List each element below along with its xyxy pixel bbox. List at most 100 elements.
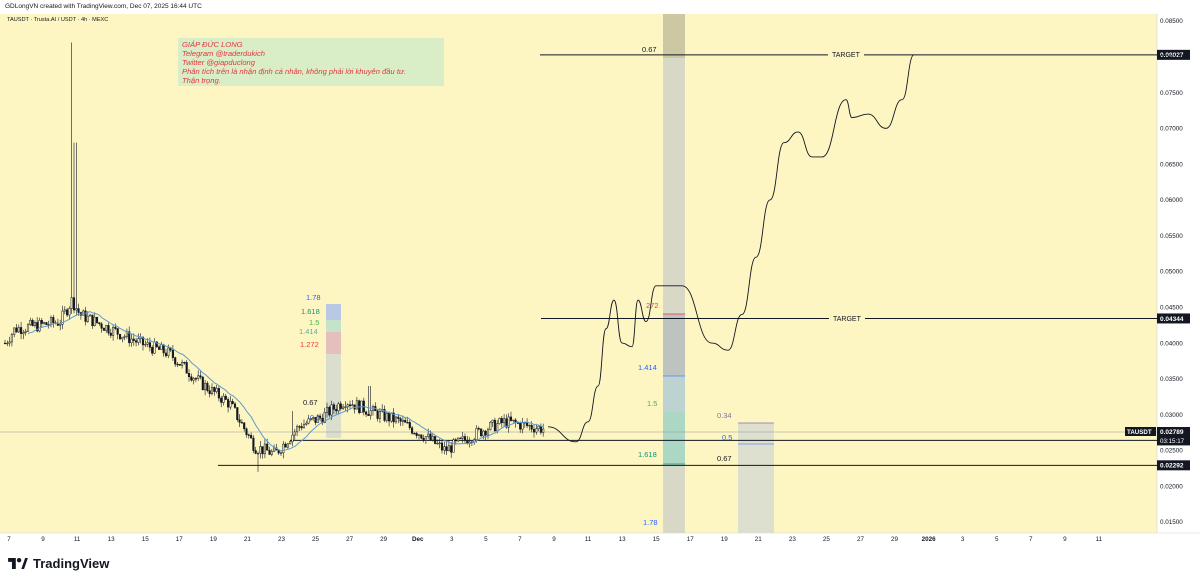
candle-body xyxy=(217,388,220,399)
candle-body xyxy=(256,452,260,455)
candle-body xyxy=(429,433,432,441)
candle-body xyxy=(238,419,241,423)
candle-body xyxy=(330,404,333,416)
candle-body xyxy=(231,401,234,405)
candle-body xyxy=(33,322,36,326)
time-tick-label: 13 xyxy=(619,536,627,543)
candle-body xyxy=(417,434,421,436)
candle-body xyxy=(45,322,48,325)
price-axis[interactable]: 0.08500 0.08000 0.07500 0.07000 0.06500 0.060… xyxy=(1160,18,1183,526)
projection-path xyxy=(547,54,915,443)
candle-body xyxy=(43,322,46,324)
candle-body xyxy=(328,406,331,416)
symbol-info[interactable]: TAUSDT · Trusta.AI / USDT · 4h · MEXC xyxy=(7,17,109,23)
time-axis[interactable]: 7 9 11 13 15 17 19 21 23 25 27 29 Dec 3 5 7 9 11 13 15 17 19 2… xyxy=(7,536,1102,543)
price-chart[interactable]: TARGET0.08027TARGET0.043440.026400.02292… xyxy=(0,0,1200,548)
level-price-tag xyxy=(1157,313,1190,324)
candle-body xyxy=(427,433,430,437)
tradingview-logo[interactable]: TradingView xyxy=(8,556,109,571)
candle-body xyxy=(220,397,223,403)
price-tick-label: 0.04000 xyxy=(1160,340,1183,347)
candle-body xyxy=(26,324,30,332)
time-tick-label: 9 xyxy=(552,536,556,543)
candle-body xyxy=(397,416,400,419)
fib-a-label-4: 1.414 xyxy=(299,327,318,336)
candle-body xyxy=(422,437,425,441)
tradingview-brand: TradingView xyxy=(33,556,110,571)
fib-c-label-2: 0.5 xyxy=(722,433,732,442)
candle-body xyxy=(289,441,292,445)
candle-body xyxy=(480,428,483,437)
footer: TradingView xyxy=(0,548,1200,579)
candle-body xyxy=(539,425,542,433)
candle-body xyxy=(75,308,78,311)
candle-body xyxy=(335,409,338,412)
candle-body xyxy=(434,436,437,444)
candle-body xyxy=(365,411,368,415)
fib-zone-b xyxy=(663,14,685,533)
candle-body xyxy=(530,425,533,430)
candle-body xyxy=(542,428,545,433)
candle-body xyxy=(158,346,161,350)
candle-body xyxy=(291,434,294,442)
candle-body xyxy=(431,436,434,441)
candle-body xyxy=(148,342,151,348)
candle-body xyxy=(109,332,112,336)
candle-body xyxy=(300,426,303,429)
candle-body xyxy=(493,419,496,432)
candle-body xyxy=(424,436,427,441)
candle-body xyxy=(332,404,335,410)
time-tick-label: 17 xyxy=(176,536,184,543)
candle-body xyxy=(457,437,460,442)
candle-body xyxy=(355,400,358,410)
time-tick-label: 23 xyxy=(789,536,797,543)
candle-body xyxy=(282,443,285,454)
candle-body xyxy=(411,427,414,434)
fib-b-label-3: 1.414 xyxy=(638,363,657,372)
candle-body xyxy=(532,429,536,433)
time-tick-label: 7 xyxy=(518,536,522,543)
candle-body xyxy=(197,375,200,379)
candle-body xyxy=(420,434,423,439)
candle-body xyxy=(70,297,73,309)
candle-body xyxy=(116,328,119,335)
candle-body xyxy=(339,403,342,409)
candle-body xyxy=(388,412,391,422)
candle-body xyxy=(24,330,27,333)
candle-body xyxy=(452,439,455,453)
time-tick-label: 7 xyxy=(1029,536,1033,543)
candle-body xyxy=(415,433,418,436)
fib-labels-b: 0.67 272 1.414 1.5 1.618 1.78 xyxy=(638,45,659,527)
fib-labels-c: 0.34 0.5 0.67 xyxy=(717,411,732,463)
candle-body xyxy=(509,416,513,421)
level-price-tag xyxy=(1157,460,1190,471)
time-tick-label: 21 xyxy=(244,536,252,543)
candle-body xyxy=(521,421,524,430)
candle-body xyxy=(130,338,133,344)
time-tick-label: 11 xyxy=(585,536,592,543)
candle-body xyxy=(296,426,299,433)
candle-body xyxy=(38,320,41,332)
candle-body xyxy=(500,418,503,424)
candle-body xyxy=(176,363,179,366)
candle-body xyxy=(351,404,354,407)
candle-body xyxy=(135,340,138,343)
candle-body xyxy=(91,314,94,326)
fib-a-label-6: 0.67 xyxy=(303,398,318,407)
candle-body xyxy=(49,317,53,326)
candle-body xyxy=(236,407,239,420)
candle-body xyxy=(181,361,184,366)
candle-body xyxy=(270,450,273,455)
analysis-note[interactable]: GIÁP ĐỨC LONG Telegram @traderdukich Twi… xyxy=(178,38,444,86)
price-tick-label: 0.03500 xyxy=(1160,376,1183,383)
candle-body xyxy=(132,338,135,341)
price-tick-label: 0.07500 xyxy=(1160,90,1183,97)
candle-body xyxy=(263,443,266,455)
time-tick-label: Dec xyxy=(412,536,424,543)
candle-body xyxy=(59,323,62,326)
note-telegram: Telegram @traderdukich xyxy=(182,49,265,58)
time-tick-label: 27 xyxy=(857,536,865,543)
candle-body xyxy=(252,437,255,451)
candle-body xyxy=(454,439,457,442)
candle-body xyxy=(121,336,124,340)
